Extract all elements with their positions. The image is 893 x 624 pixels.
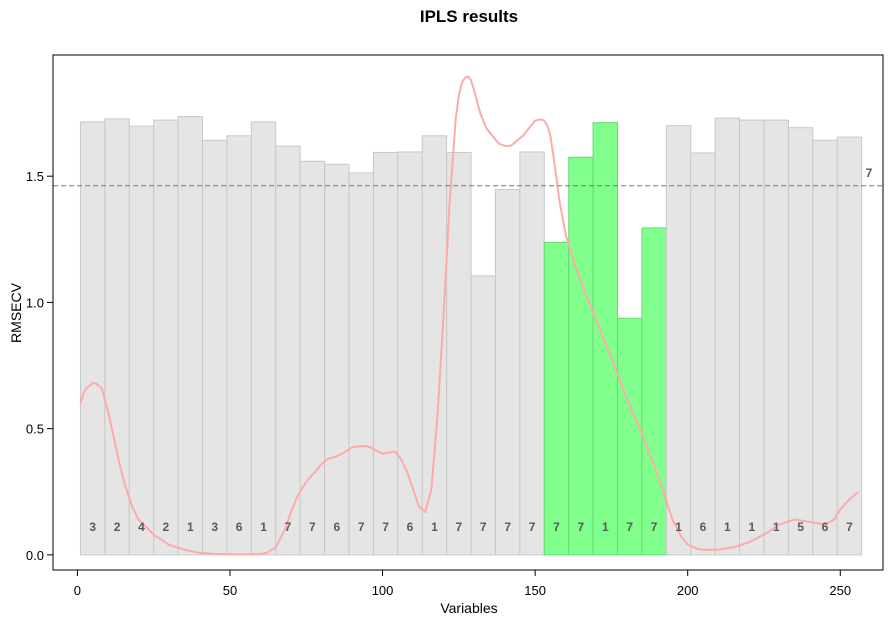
selected-interval-bar bbox=[617, 317, 643, 556]
interval-bar bbox=[836, 136, 863, 556]
interval-bar bbox=[128, 125, 155, 556]
x-axis-label: Variables bbox=[440, 600, 497, 616]
x-tick-label: 0 bbox=[74, 583, 81, 598]
bar-component-label: 1 bbox=[724, 520, 731, 534]
bar-component-label: 3 bbox=[89, 520, 96, 534]
bar-component-label: 6 bbox=[333, 520, 340, 534]
bar-component-label: 7 bbox=[626, 520, 633, 534]
x-tick-label: 200 bbox=[677, 583, 699, 598]
bar-component-label: 1 bbox=[187, 520, 194, 534]
chart-title: IPLS results bbox=[420, 7, 518, 26]
bar-component-label: 1 bbox=[260, 520, 267, 534]
y-axis: 0.0 0.5 1.0 1.5 bbox=[26, 169, 53, 563]
bar-component-label: 1 bbox=[602, 520, 609, 534]
bar-component-label: 7 bbox=[358, 520, 365, 534]
interval-bar bbox=[470, 275, 496, 556]
y-tick-label: 1.0 bbox=[26, 295, 44, 310]
bar-component-label: 7 bbox=[529, 520, 536, 534]
bar-component-label: 7 bbox=[382, 520, 389, 534]
x-tick-label: 150 bbox=[524, 583, 546, 598]
interval-bar bbox=[177, 116, 204, 556]
x-tick-label: 50 bbox=[223, 583, 237, 598]
bar-component-label: 6 bbox=[407, 520, 414, 534]
bar-component-label: 1 bbox=[675, 520, 682, 534]
interval-bar bbox=[397, 151, 423, 556]
selected-interval-bar bbox=[543, 241, 570, 556]
spectrum-curve bbox=[79, 75, 860, 556]
interval-bar bbox=[714, 117, 741, 556]
interval-bar bbox=[79, 121, 106, 556]
bar-component-label: 7 bbox=[553, 520, 560, 534]
selected-interval-bar bbox=[641, 227, 667, 556]
interval-bar bbox=[446, 151, 472, 556]
interval-bar bbox=[202, 139, 228, 556]
bar-component-label: 7 bbox=[480, 520, 487, 534]
interval-bar bbox=[763, 119, 789, 556]
bar-component-label: 1 bbox=[773, 520, 780, 534]
bar-component-label: 7 bbox=[578, 520, 585, 534]
interval-bar bbox=[787, 127, 814, 556]
bar-component-label: 7 bbox=[504, 520, 511, 534]
x-axis: 0 50 100 150 200 250 bbox=[74, 569, 851, 598]
y-tick-label: 0.5 bbox=[26, 422, 44, 437]
x-tick-label: 100 bbox=[372, 583, 394, 598]
interval-bar bbox=[250, 121, 277, 556]
interval-bar bbox=[421, 135, 448, 556]
bar-component-label: 1 bbox=[748, 520, 755, 534]
bar-component-label: 4 bbox=[138, 520, 145, 534]
y-tick-label: 0.0 bbox=[26, 548, 44, 563]
interval-bar bbox=[372, 151, 399, 556]
interval-bar bbox=[812, 139, 838, 556]
interval-bar bbox=[519, 151, 545, 556]
interval-bar bbox=[299, 160, 326, 556]
bar-component-label: 7 bbox=[285, 520, 292, 534]
reference-line-label: 7 bbox=[866, 166, 873, 180]
interval-bar bbox=[324, 163, 350, 556]
interval-bar bbox=[275, 145, 301, 556]
plot-area: 73 2 4 2 1 3 6 1 7 7 6 7 7 6 1 7 7 7 7 7 7 1 7 7 1 6 1 1 1 5 6 7 bbox=[52, 54, 884, 571]
interval-bar bbox=[665, 125, 692, 556]
x-tick-label: 250 bbox=[829, 583, 851, 598]
interval-bar bbox=[226, 135, 252, 556]
bar-component-label: 3 bbox=[211, 520, 218, 534]
bar-component-label: 6 bbox=[700, 520, 707, 534]
bar-component-label: 5 bbox=[797, 520, 804, 534]
bar-component-label: 7 bbox=[651, 520, 658, 534]
interval-bar bbox=[494, 189, 521, 556]
interval-bar bbox=[690, 152, 716, 556]
bar-component-label: 2 bbox=[114, 520, 121, 534]
y-axis-label: RMSECV bbox=[8, 282, 24, 343]
interval-bar bbox=[153, 119, 179, 556]
bar-component-label: 7 bbox=[309, 520, 316, 534]
selected-interval-bar bbox=[592, 122, 619, 556]
bar-component-label: 7 bbox=[846, 520, 853, 534]
bar-component-label: 6 bbox=[236, 520, 243, 534]
bar-component-label: 7 bbox=[456, 520, 463, 534]
bar-component-label: 2 bbox=[163, 520, 170, 534]
interval-bar bbox=[348, 172, 374, 556]
bar-component-label: 1 bbox=[431, 520, 438, 534]
bar-component-label: 6 bbox=[822, 520, 829, 534]
selected-interval-bar bbox=[568, 156, 594, 556]
y-tick-label: 1.5 bbox=[26, 169, 44, 184]
